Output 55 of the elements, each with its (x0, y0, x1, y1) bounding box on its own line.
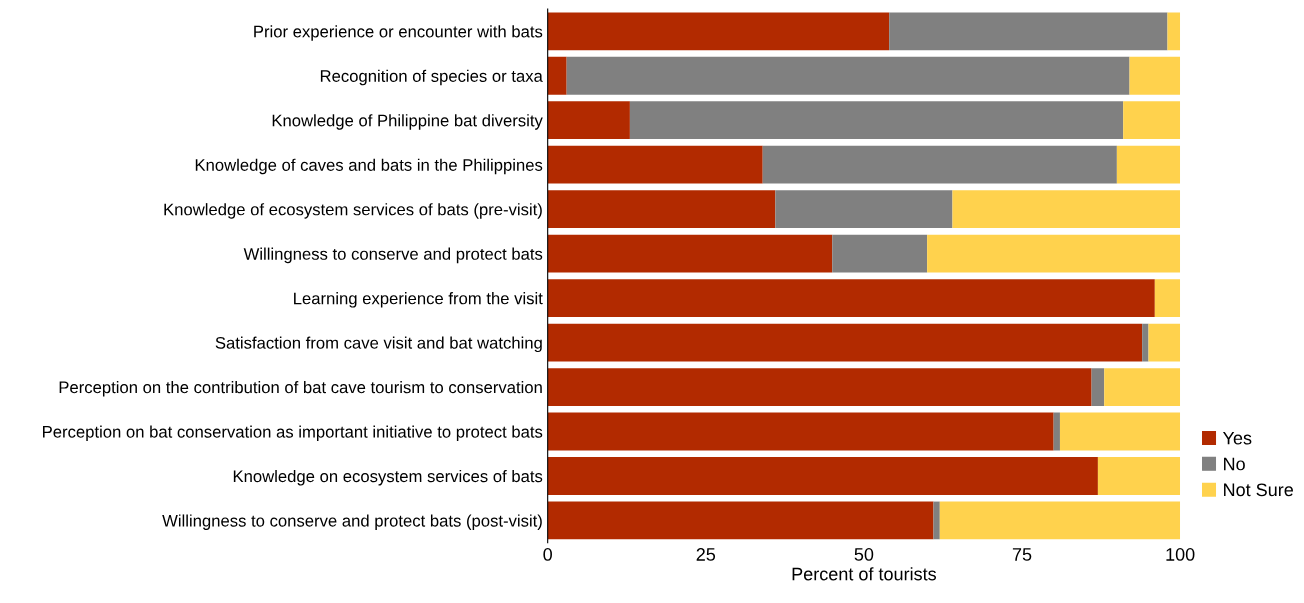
bar (547, 145, 763, 184)
bar (889, 12, 1168, 51)
bar (1116, 145, 1181, 184)
y-tick-label: Knowledge of ecosystem services of bats (pre-visit) (164, 203, 542, 219)
y-tick-label: Recognition of species or taxa (320, 69, 543, 86)
bar (1059, 412, 1181, 451)
bar (547, 368, 1092, 406)
bar (1123, 101, 1181, 140)
x-tick-label: 75 (1012, 548, 1032, 561)
bar (1129, 56, 1181, 95)
x-tick-label: 0 (543, 548, 552, 561)
legend-label: Yes (1222, 431, 1252, 445)
bar (1154, 279, 1181, 318)
bar (547, 457, 1098, 495)
y-tick-label: Satisfaction from cave visit and bat watching (215, 336, 542, 353)
y-tick-label: Prior experience or encounter with bats (254, 25, 543, 41)
bar (547, 234, 833, 273)
bar (547, 101, 630, 140)
x-tick-label: 100 (1166, 548, 1195, 561)
y-tick-label: Willingness to conserve and protect bats (243, 247, 543, 264)
bar (1148, 323, 1181, 362)
x-tick-label: 50 (854, 548, 874, 561)
bar (547, 501, 934, 540)
bar (547, 12, 890, 51)
bar (933, 501, 940, 540)
bar (1142, 323, 1149, 362)
bar (547, 323, 1143, 362)
y-tick-label: Willingness to conserve and protect bats (post-visit) (162, 514, 542, 530)
bar (1167, 12, 1181, 51)
bar (566, 56, 1130, 95)
bar (547, 279, 1155, 318)
y-tick-label: Knowledge of Philippine bat diversity (272, 114, 543, 130)
y-tick-label: Learning experience from the visit (294, 292, 543, 308)
y-tick-label: Knowledge on ecosystem services of bats (233, 469, 543, 486)
bar (629, 101, 1124, 140)
y-tick-label: Perception on bat conservation as important initiative to protect bats (43, 425, 543, 442)
bar (1097, 457, 1181, 495)
bar (939, 501, 1181, 540)
bar (927, 234, 1181, 273)
bar (952, 190, 1181, 229)
legend-label: No (1224, 457, 1245, 471)
bar (775, 190, 953, 229)
bar (547, 412, 1054, 451)
bar (1104, 368, 1181, 406)
bar (832, 234, 928, 273)
bar (1091, 368, 1105, 406)
legend-label: Not Sure (1224, 483, 1294, 497)
bar (547, 190, 776, 229)
x-axis-title: Percent of tourists (792, 567, 937, 581)
bar (547, 56, 567, 95)
x-tick-label: 25 (696, 548, 716, 561)
bar (762, 145, 1117, 184)
y-tick-label: Knowledge of caves and bats in the Philippines (195, 158, 543, 175)
y-tick-label: Perception on the contribution of bat cave tourism to conservation (59, 381, 542, 397)
bar (1053, 412, 1060, 451)
